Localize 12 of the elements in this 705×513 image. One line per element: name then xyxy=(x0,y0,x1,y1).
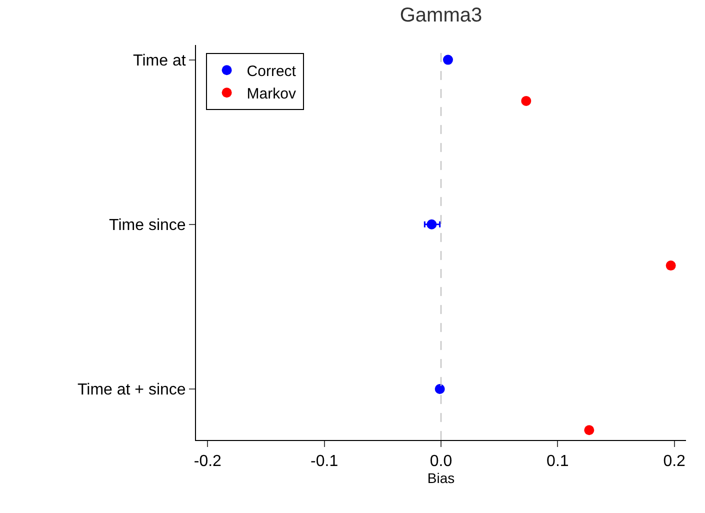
y-tick-label: Time at xyxy=(133,52,186,70)
y-tick-label: Time at + since xyxy=(77,382,186,399)
legend-label: Markov xyxy=(246,86,296,102)
x-tick-label: 0.0 xyxy=(430,453,452,470)
y-tick-label: Time since xyxy=(109,217,186,234)
legend-label: Correct xyxy=(246,63,297,80)
x-tick-label: 0.2 xyxy=(663,453,686,470)
x-tick-label: 0.1 xyxy=(546,453,569,470)
chart-title: Gamma3 xyxy=(400,4,482,27)
x-tick-label: -0.2 xyxy=(194,453,222,470)
x-tick-label: -0.1 xyxy=(310,453,338,470)
x-axis-title: Bias xyxy=(427,470,455,486)
